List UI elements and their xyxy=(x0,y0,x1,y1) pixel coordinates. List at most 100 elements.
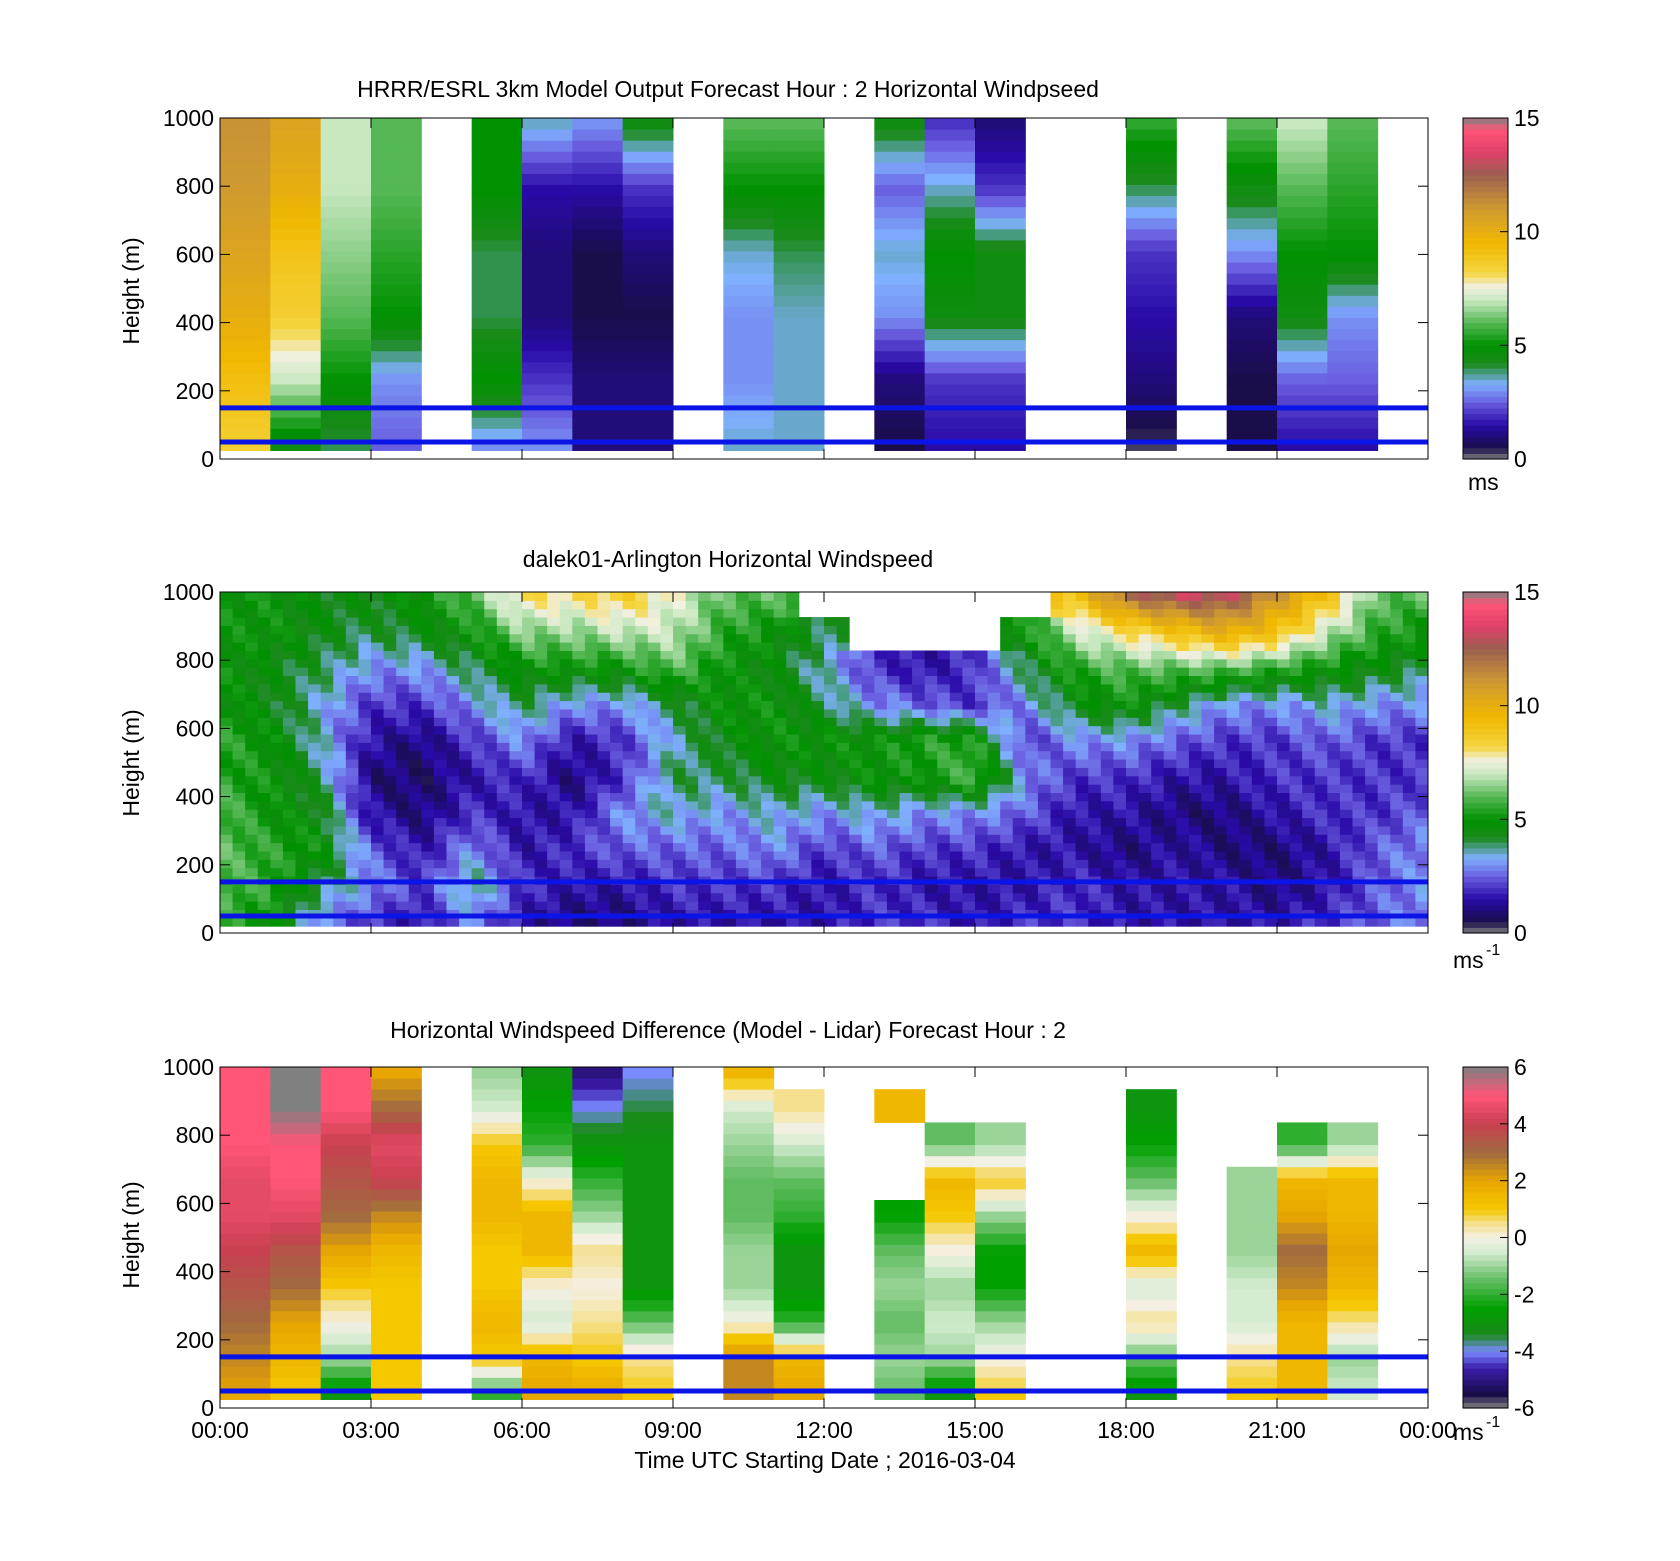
heatmap-cell xyxy=(1151,834,1165,844)
heatmap-cell xyxy=(975,206,1026,219)
heatmap-cell xyxy=(1025,884,1039,894)
heatmap-cell xyxy=(295,717,309,727)
heatmap-cell xyxy=(1402,784,1416,794)
heatmap-cell xyxy=(710,717,724,727)
heatmap-cell xyxy=(647,842,661,852)
heatmap-cell xyxy=(1088,825,1102,835)
heatmap-cell xyxy=(270,633,284,643)
heatmap-cell xyxy=(698,884,712,894)
heatmap-cell xyxy=(308,867,322,877)
heatmap-cell xyxy=(547,825,561,835)
heatmap-cell xyxy=(635,859,649,869)
heatmap-cell xyxy=(886,901,900,910)
heatmap-cell xyxy=(270,217,322,230)
heatmap-cell xyxy=(1302,775,1316,785)
heatmap-cell xyxy=(1365,658,1379,668)
heatmap-cell xyxy=(270,184,322,197)
heatmap-cell xyxy=(1126,625,1140,635)
heatmap-cell xyxy=(1327,750,1341,760)
heatmap-cell xyxy=(1151,725,1165,735)
heatmap-cell xyxy=(282,901,296,910)
heatmap-cell xyxy=(1176,625,1190,635)
heatmap-cell xyxy=(1126,1244,1177,1256)
colorbar-tick-label: 10 xyxy=(1514,693,1540,719)
heatmap-cell xyxy=(773,1199,825,1212)
heatmap-cell xyxy=(874,284,926,296)
heatmap-cell xyxy=(1050,642,1064,651)
heatmap-cell xyxy=(1012,692,1026,702)
heatmap-cell xyxy=(522,1089,573,1101)
heatmap-cell xyxy=(1063,767,1077,777)
heatmap-cell xyxy=(371,372,422,385)
heatmap-cell xyxy=(899,708,913,718)
heatmap-cell xyxy=(1390,617,1404,626)
heatmap-cell xyxy=(522,162,573,174)
heatmap-cell xyxy=(371,1388,422,1400)
heatmap-cell xyxy=(471,625,485,635)
heatmap-cell xyxy=(836,658,850,668)
heatmap-cell xyxy=(1000,717,1014,727)
heatmap-cell xyxy=(773,1122,825,1134)
heatmap-cell xyxy=(622,884,636,894)
heatmap-cell xyxy=(459,633,473,643)
heatmap-cell xyxy=(471,350,523,363)
heatmap-cell xyxy=(496,608,510,618)
heatmap-cell xyxy=(622,600,636,610)
heatmap-cell xyxy=(1201,625,1215,635)
heatmap-cell xyxy=(1126,742,1140,752)
heatmap-cell xyxy=(509,600,523,610)
heatmap-cell xyxy=(1277,859,1291,869)
heatmap-cell xyxy=(1352,717,1366,727)
heatmap-cell xyxy=(371,173,422,185)
heatmap-cell xyxy=(660,859,674,869)
heatmap-cell xyxy=(1277,850,1291,860)
heatmap-cell xyxy=(622,1266,674,1279)
heatmap-cell xyxy=(798,725,812,735)
heatmap-cell xyxy=(1377,683,1391,693)
heatmap-cell xyxy=(522,750,536,760)
heatmap-cell xyxy=(270,162,322,174)
heatmap-cell xyxy=(257,592,271,601)
heatmap-cell xyxy=(559,884,573,894)
heatmap-cell xyxy=(773,717,787,727)
heatmap-cell xyxy=(610,850,624,860)
heatmap-cell xyxy=(1201,859,1215,869)
heatmap-cell xyxy=(1352,642,1366,651)
heatmap-cell xyxy=(773,1177,825,1190)
heatmap-cell xyxy=(1289,725,1303,735)
heatmap-cell xyxy=(446,650,460,660)
heatmap-cell xyxy=(912,700,926,710)
heatmap-cell xyxy=(1138,834,1152,844)
heatmap-cell xyxy=(358,658,372,668)
heatmap-cell xyxy=(1314,742,1328,752)
heatmap-cell xyxy=(1264,708,1278,718)
heatmap-cell xyxy=(647,708,661,718)
heatmap-cell xyxy=(1264,675,1278,685)
heatmap-cell xyxy=(836,750,850,760)
heatmap-cell xyxy=(798,800,812,810)
heatmap-cell xyxy=(798,792,812,802)
heatmap-cell xyxy=(1402,867,1416,877)
heatmap-cell xyxy=(874,775,888,785)
heatmap-cell xyxy=(710,792,724,802)
heatmap-cell xyxy=(1037,725,1051,735)
heatmap-cell xyxy=(1176,750,1190,760)
heatmap-cell xyxy=(1415,734,1429,743)
heatmap-cell xyxy=(559,633,573,643)
heatmap-cell xyxy=(446,809,460,819)
heatmap-cell xyxy=(773,361,825,374)
heatmap-cell xyxy=(1302,784,1316,794)
heatmap-cell xyxy=(824,692,838,702)
heatmap-cell xyxy=(232,734,246,743)
heatmap-cell xyxy=(1289,850,1303,860)
heatmap-cell xyxy=(522,1222,573,1234)
heatmap-cell xyxy=(962,658,976,668)
heatmap-cell xyxy=(1390,633,1404,643)
heatmap-cell xyxy=(471,306,523,318)
heatmap-cell xyxy=(509,625,523,635)
heatmap-cell xyxy=(685,717,699,727)
heatmap-cell xyxy=(1214,617,1228,626)
heatmap-cell xyxy=(446,834,460,844)
heatmap-cell xyxy=(559,792,573,802)
heatmap-cell xyxy=(509,742,523,752)
